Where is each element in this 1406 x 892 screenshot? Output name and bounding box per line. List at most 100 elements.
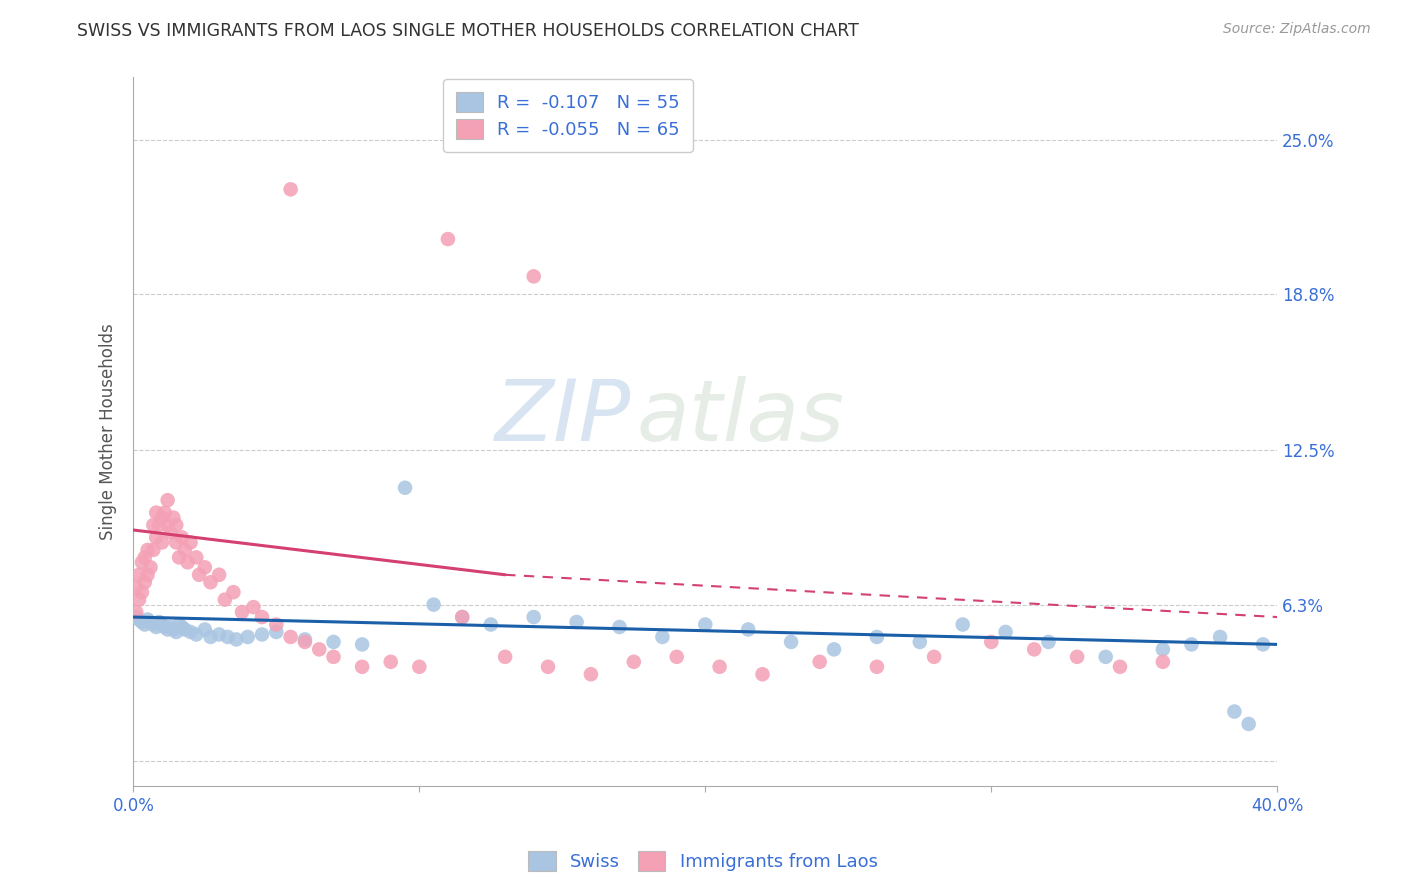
Point [737, 623, 759, 637]
Point [422, 598, 444, 612]
Point [125, 610, 148, 624]
Point [167, 550, 190, 565]
Point [153, 620, 176, 634]
Point [523, 269, 546, 284]
Point [134, 617, 156, 632]
Point [125, 580, 148, 594]
Point [214, 592, 236, 607]
Point [651, 630, 673, 644]
Point [242, 600, 264, 615]
Point [352, 660, 374, 674]
Point [142, 542, 165, 557]
Point [131, 585, 153, 599]
Point [266, 624, 288, 639]
Point [236, 630, 259, 644]
Point [250, 610, 273, 624]
Point [125, 605, 148, 619]
Point [565, 615, 588, 629]
Point [180, 624, 202, 639]
Point [165, 535, 187, 549]
Point [173, 542, 195, 557]
Point [156, 518, 179, 533]
Point [186, 627, 208, 641]
Point [1237, 717, 1260, 731]
Point [294, 635, 316, 649]
Point [150, 617, 173, 632]
Point [866, 660, 889, 674]
Legend: R =  -0.107   N = 55, R =  -0.055   N = 65: R = -0.107 N = 55, R = -0.055 N = 65 [443, 79, 693, 152]
Point [131, 555, 153, 569]
Point [1152, 655, 1174, 669]
Point [231, 605, 253, 619]
Point [128, 613, 150, 627]
Point [451, 610, 474, 624]
Point [623, 655, 645, 669]
Point [136, 613, 159, 627]
Point [709, 660, 731, 674]
Point [1180, 637, 1202, 651]
Point [145, 531, 167, 545]
Point [142, 617, 165, 632]
Point [479, 617, 502, 632]
Point [136, 567, 159, 582]
Point [537, 660, 560, 674]
Point [153, 506, 176, 520]
Point [162, 623, 184, 637]
Point [980, 635, 1002, 649]
Point [194, 560, 217, 574]
Point [128, 592, 150, 607]
Point [437, 232, 460, 246]
Point [322, 649, 344, 664]
Point [180, 535, 202, 549]
Point [494, 649, 516, 664]
Point [148, 615, 170, 629]
Point [579, 667, 602, 681]
Point [131, 615, 153, 629]
Point [128, 567, 150, 582]
Point [222, 585, 245, 599]
Point [156, 623, 179, 637]
Point [208, 627, 231, 641]
Point [280, 182, 302, 196]
Point [165, 518, 187, 533]
Point [352, 637, 374, 651]
Point [194, 623, 217, 637]
Point [1038, 635, 1060, 649]
Point [186, 550, 208, 565]
Point [188, 567, 211, 582]
Point [139, 560, 162, 574]
Point [294, 632, 316, 647]
Point [167, 617, 190, 632]
Point [145, 506, 167, 520]
Point [162, 510, 184, 524]
Point [159, 620, 181, 634]
Point [1024, 642, 1046, 657]
Point [134, 550, 156, 565]
Legend: Swiss, Immigrants from Laos: Swiss, Immigrants from Laos [522, 844, 884, 879]
Point [225, 632, 247, 647]
Point [150, 535, 173, 549]
Point [200, 575, 222, 590]
Point [609, 620, 631, 634]
Point [1152, 642, 1174, 657]
Point [408, 660, 430, 674]
Point [1223, 705, 1246, 719]
Point [1094, 649, 1116, 664]
Point [208, 567, 231, 582]
Point [994, 624, 1017, 639]
Point [308, 642, 330, 657]
Point [250, 627, 273, 641]
Point [823, 642, 845, 657]
Point [156, 493, 179, 508]
Point [1251, 637, 1274, 651]
Point [217, 630, 239, 644]
Point [200, 630, 222, 644]
Point [866, 630, 889, 644]
Point [751, 667, 773, 681]
Text: SWISS VS IMMIGRANTS FROM LAOS SINGLE MOTHER HOUSEHOLDS CORRELATION CHART: SWISS VS IMMIGRANTS FROM LAOS SINGLE MOT… [77, 22, 859, 40]
Point [523, 610, 546, 624]
Point [139, 615, 162, 629]
Point [780, 635, 803, 649]
Point [1209, 630, 1232, 644]
Point [952, 617, 974, 632]
